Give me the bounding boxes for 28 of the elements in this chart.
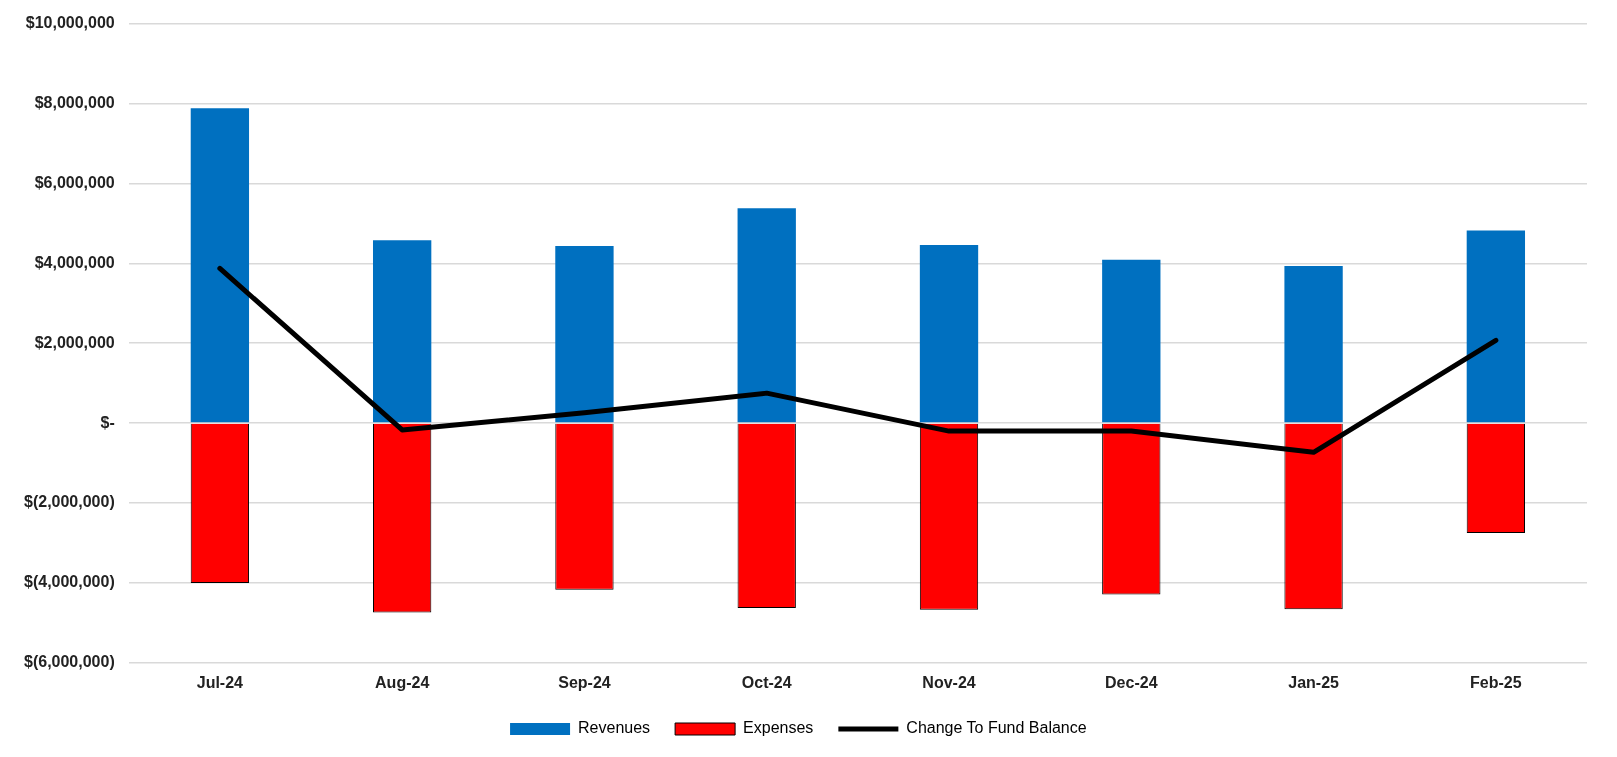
- y-tick-label: $(2,000,000): [24, 493, 115, 511]
- bar: [1284, 266, 1343, 423]
- bar: [555, 246, 614, 423]
- y-tick-label: $-: [100, 413, 115, 431]
- y-tick-label: $2,000,000: [34, 333, 115, 351]
- x-tick-label: Dec-24: [1105, 673, 1158, 691]
- y-tick-label: $(4,000,000): [24, 573, 115, 591]
- x-tick-label: Sep-24: [558, 673, 611, 691]
- y-tick-label: $8,000,000: [34, 93, 115, 111]
- legend-label: Revenues: [578, 719, 651, 737]
- x-tick-label: Oct-24: [741, 673, 792, 691]
- bar: [919, 244, 979, 423]
- legend-label: Expenses: [743, 719, 814, 737]
- bar: [190, 108, 250, 423]
- x-tick-label: Jul-24: [196, 673, 244, 691]
- bar: [372, 240, 432, 423]
- x-tick-label: Jan-25: [1288, 673, 1340, 691]
- y-tick-label: $(6,000,000): [24, 653, 115, 671]
- x-tick-label: Feb-25: [1470, 673, 1522, 691]
- y-tick-label: $6,000,000: [34, 173, 115, 191]
- bar: [1466, 230, 1526, 423]
- x-tick-label: Nov-24: [922, 673, 976, 691]
- bar: [1102, 259, 1161, 423]
- legend-label: Change To Fund Balance: [906, 719, 1087, 737]
- y-tick-label: $10,000,000: [25, 14, 115, 32]
- bar: [737, 208, 796, 423]
- x-tick-label: Aug-24: [375, 673, 430, 691]
- y-tick-label: $4,000,000: [34, 253, 115, 271]
